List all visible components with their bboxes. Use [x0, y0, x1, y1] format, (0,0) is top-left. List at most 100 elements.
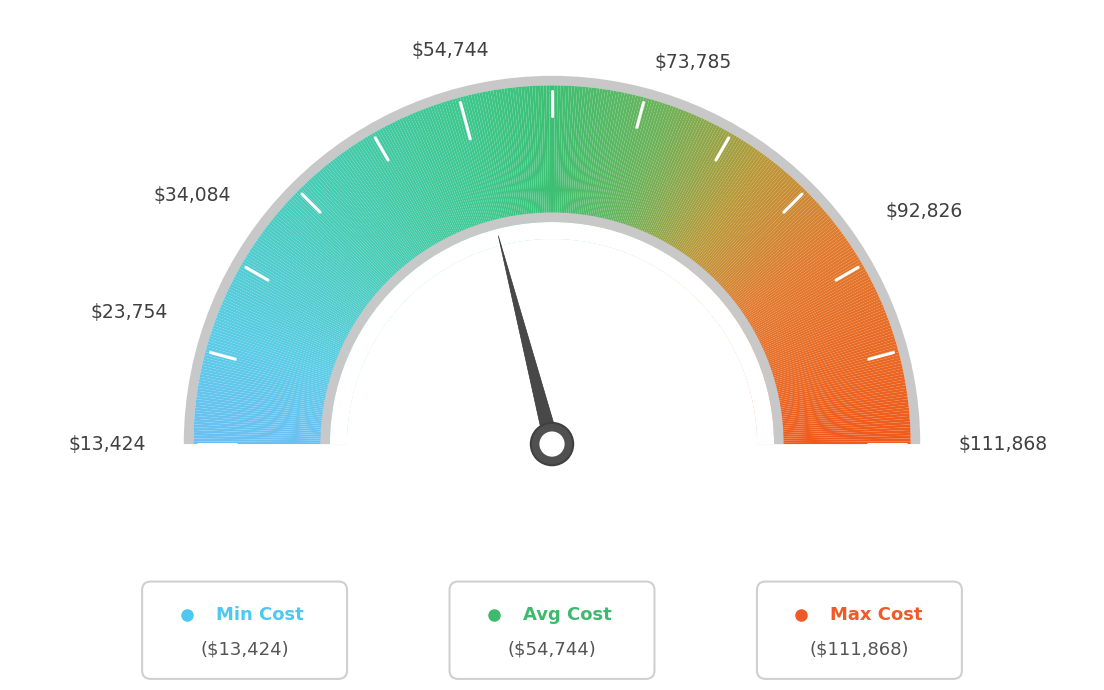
Wedge shape [282, 207, 399, 310]
Wedge shape [713, 222, 836, 319]
Wedge shape [328, 162, 425, 284]
Wedge shape [193, 433, 347, 440]
Wedge shape [234, 276, 371, 350]
Wedge shape [415, 112, 475, 255]
Wedge shape [626, 110, 684, 253]
Wedge shape [384, 126, 457, 263]
Wedge shape [683, 170, 785, 288]
Wedge shape [718, 233, 843, 325]
Wedge shape [752, 366, 903, 401]
Wedge shape [213, 322, 359, 376]
Wedge shape [756, 413, 910, 428]
Wedge shape [757, 435, 911, 441]
Wedge shape [350, 146, 438, 275]
Wedge shape [645, 124, 718, 262]
Wedge shape [326, 164, 424, 285]
Wedge shape [757, 430, 911, 437]
Wedge shape [220, 307, 362, 367]
Wedge shape [194, 413, 348, 428]
Wedge shape [756, 408, 909, 425]
Wedge shape [730, 266, 864, 344]
Wedge shape [332, 159, 427, 282]
Wedge shape [736, 289, 877, 357]
Wedge shape [223, 299, 364, 363]
Wedge shape [488, 91, 517, 242]
Wedge shape [538, 86, 545, 239]
Wedge shape [396, 119, 465, 259]
Wedge shape [650, 130, 728, 265]
Wedge shape [195, 405, 348, 423]
Wedge shape [307, 181, 413, 295]
Wedge shape [560, 86, 569, 239]
Wedge shape [755, 402, 909, 422]
Wedge shape [679, 162, 776, 284]
Wedge shape [240, 266, 374, 344]
Wedge shape [756, 424, 911, 435]
Wedge shape [463, 96, 502, 246]
Wedge shape [721, 240, 849, 329]
Wedge shape [490, 90, 519, 242]
Wedge shape [711, 217, 832, 316]
Wedge shape [576, 88, 597, 241]
Wedge shape [231, 282, 370, 353]
Wedge shape [201, 368, 352, 402]
Wedge shape [584, 90, 611, 242]
Wedge shape [455, 98, 498, 247]
Wedge shape [317, 171, 418, 289]
Wedge shape [618, 105, 671, 250]
Wedge shape [194, 422, 348, 433]
Wedge shape [658, 137, 740, 269]
Wedge shape [197, 391, 349, 415]
Wedge shape [714, 224, 837, 319]
Wedge shape [617, 104, 668, 250]
Wedge shape [707, 209, 825, 311]
Wedge shape [686, 171, 787, 289]
Text: $73,785: $73,785 [655, 54, 732, 72]
Wedge shape [755, 391, 907, 415]
Wedge shape [404, 116, 469, 257]
Wedge shape [358, 141, 443, 272]
Wedge shape [704, 205, 821, 308]
Wedge shape [438, 103, 489, 250]
Wedge shape [754, 388, 906, 413]
Wedge shape [241, 264, 374, 342]
Wedge shape [254, 242, 382, 331]
Wedge shape [712, 220, 834, 317]
FancyBboxPatch shape [757, 582, 962, 679]
Wedge shape [669, 149, 758, 277]
Wedge shape [320, 213, 784, 444]
Wedge shape [193, 424, 348, 435]
Wedge shape [386, 124, 459, 262]
Wedge shape [330, 161, 426, 283]
Wedge shape [468, 95, 506, 245]
Wedge shape [622, 106, 676, 252]
Wedge shape [310, 177, 415, 293]
Wedge shape [499, 89, 523, 242]
Wedge shape [755, 393, 907, 417]
Wedge shape [305, 183, 412, 296]
Wedge shape [747, 339, 895, 385]
Wedge shape [233, 279, 370, 351]
Wedge shape [341, 152, 433, 278]
Wedge shape [496, 90, 521, 242]
Wedge shape [753, 377, 905, 407]
Wedge shape [202, 363, 352, 400]
Wedge shape [295, 193, 406, 302]
Wedge shape [204, 355, 353, 395]
Wedge shape [723, 247, 853, 333]
Wedge shape [630, 112, 692, 255]
Wedge shape [750, 346, 898, 390]
Wedge shape [627, 110, 687, 254]
Wedge shape [635, 116, 700, 257]
Wedge shape [225, 294, 365, 359]
Wedge shape [374, 131, 452, 266]
Wedge shape [285, 203, 401, 307]
Wedge shape [585, 90, 614, 242]
Wedge shape [250, 250, 380, 334]
Wedge shape [261, 233, 386, 325]
Wedge shape [518, 87, 534, 240]
Wedge shape [194, 411, 348, 426]
Wedge shape [482, 92, 513, 243]
Wedge shape [746, 328, 892, 380]
Wedge shape [555, 86, 561, 239]
